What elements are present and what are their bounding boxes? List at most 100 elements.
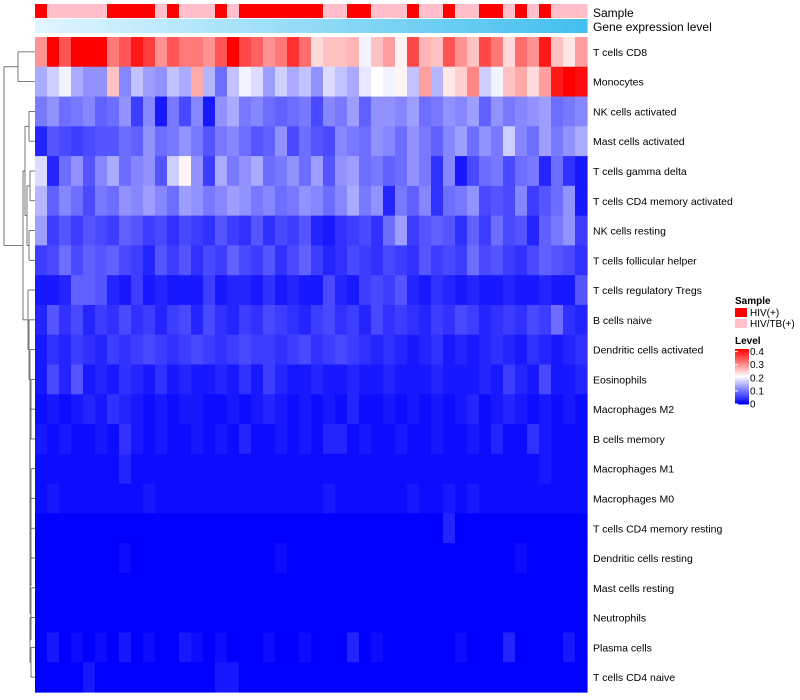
sample-annotation-cell [155, 4, 168, 18]
heatmap-cell [407, 37, 420, 68]
heatmap-cell [419, 424, 432, 455]
heatmap-cell [287, 572, 300, 604]
row-label: Plasma cells [593, 642, 652, 654]
heatmap-cell [395, 543, 408, 574]
heatmap-cell [203, 483, 216, 514]
heatmap-cell [299, 126, 312, 157]
row-label: T cells CD8 [593, 47, 647, 59]
heatmap-cell [59, 513, 72, 544]
heatmap-cell [191, 215, 204, 247]
heatmap-cell [83, 37, 96, 68]
heatmap-cell [167, 572, 180, 604]
heatmap-cell [383, 453, 396, 485]
sample-annotation-bar [35, 4, 588, 18]
heatmap-cell [527, 37, 540, 68]
heatmap-cell [311, 632, 324, 663]
heatmap-cell [515, 156, 528, 187]
heatmap-cell [215, 37, 228, 68]
heatmap-cell [515, 275, 528, 306]
heatmap-cell [407, 424, 420, 455]
heatmap-cell [179, 602, 192, 634]
legend-ramp-step [735, 393, 749, 395]
heatmap-cell [227, 424, 240, 455]
heatmap-cell [515, 513, 528, 544]
legend-level-title: Level [735, 336, 761, 347]
heatmap-cell [227, 602, 240, 634]
heatmap-cell [299, 156, 312, 187]
heatmap-cell [287, 37, 300, 68]
heatmap-cell [95, 662, 108, 693]
legend-ramp-step [735, 399, 749, 401]
heatmap-cell [251, 513, 264, 544]
heatmap-cell [371, 126, 384, 157]
heatmap-cell [107, 304, 120, 336]
heatmap-cell [35, 394, 48, 425]
heatmap-cell [35, 632, 48, 663]
heatmap-cell [287, 275, 300, 306]
heatmap-cell [503, 275, 516, 306]
heatmap-cell [119, 37, 132, 68]
heatmap-cell [491, 185, 504, 217]
heatmap-cell [299, 304, 312, 336]
heatmap-cell [479, 364, 492, 395]
heatmap-cell [275, 275, 288, 306]
heatmap-cell [239, 364, 252, 395]
heatmap-cells [35, 37, 588, 693]
legend-ramp-step [735, 362, 749, 364]
heatmap-cell [431, 543, 444, 574]
heatmap-cell [551, 453, 564, 485]
heatmap-cell [527, 543, 540, 574]
heatmap-cell [347, 572, 360, 604]
sample-annotation-cell [203, 4, 216, 18]
gene-expression-annotation-label: Gene expression level [593, 20, 712, 34]
heatmap-cell [575, 483, 588, 514]
heatmap-cell [107, 185, 120, 217]
heatmap-cell [443, 185, 456, 217]
heatmap-cell [407, 394, 420, 425]
heatmap-cell [491, 126, 504, 157]
heatmap-cell [191, 185, 204, 217]
heatmap-cell [227, 66, 240, 98]
legend-ramp-step [735, 356, 749, 358]
heatmap-cell [563, 66, 576, 98]
heatmap-cell [287, 66, 300, 98]
heatmap-cell [95, 275, 108, 306]
legend-ramp-step [735, 355, 749, 357]
heatmap-cell [107, 96, 120, 127]
heatmap-cell [491, 275, 504, 306]
legend-ramp-step [735, 401, 749, 403]
heatmap-cell [203, 364, 216, 395]
heatmap-cell [383, 126, 396, 157]
heatmap-cell [431, 245, 444, 276]
gene-expression-cell [371, 19, 384, 33]
heatmap-cell [299, 453, 312, 485]
heatmap-cell [515, 572, 528, 604]
heatmap-cell [47, 483, 60, 514]
heatmap-cell [215, 453, 228, 485]
heatmap-cell [479, 572, 492, 604]
heatmap-cell [443, 424, 456, 455]
heatmap-cell [515, 126, 528, 157]
heatmap-cell [335, 126, 348, 157]
legend-ramp-step [735, 366, 749, 368]
heatmap-cell [455, 275, 468, 306]
heatmap-cell [107, 483, 120, 514]
heatmap-cell [443, 602, 456, 634]
heatmap-cell [383, 364, 396, 395]
heatmap-cell [107, 275, 120, 306]
row-label: T cells CD4 memory activated [593, 196, 733, 208]
heatmap-cell [527, 394, 540, 425]
heatmap-cell [479, 424, 492, 455]
heatmap-cell [143, 334, 156, 366]
sample-annotation-cell [275, 4, 288, 18]
heatmap-cell [131, 364, 144, 395]
heatmap-cell [575, 245, 588, 276]
heatmap-cell [563, 215, 576, 247]
heatmap-cell [359, 424, 372, 455]
heatmap-cell [383, 632, 396, 663]
heatmap-cell [251, 215, 264, 247]
heatmap-cell [95, 37, 108, 68]
gene-expression-cell [431, 19, 444, 33]
row-label: T cells follicular helper [593, 255, 697, 267]
